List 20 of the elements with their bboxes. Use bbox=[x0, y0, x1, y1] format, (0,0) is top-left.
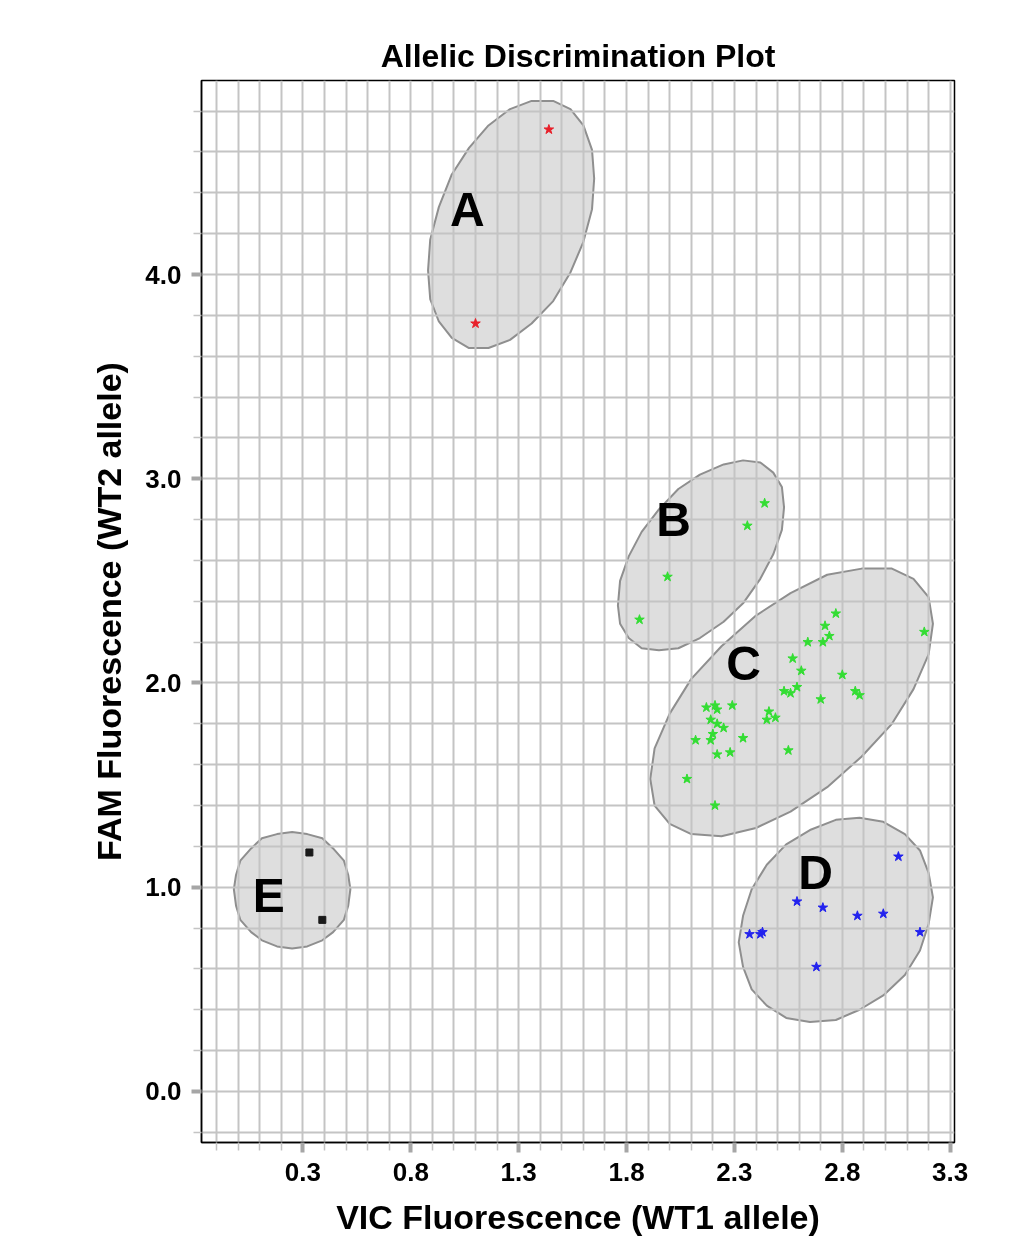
x-tick-label: 2.8 bbox=[824, 1156, 861, 1187]
chart-title: Allelic Discrimination Plot bbox=[380, 37, 776, 74]
x-tick-label: 0.8 bbox=[392, 1156, 429, 1187]
y-tick-label: 1.0 bbox=[145, 872, 182, 903]
y-tick-label: 3.0 bbox=[145, 463, 182, 494]
series-label: E bbox=[252, 868, 285, 922]
x-tick-label: 0.3 bbox=[284, 1156, 321, 1187]
series-label: B bbox=[656, 493, 691, 547]
x-tick-label: 1.8 bbox=[608, 1156, 645, 1187]
x-tick-label: 2.3 bbox=[716, 1156, 753, 1187]
y-tick-label: 0.0 bbox=[145, 1076, 182, 1107]
series-label: C bbox=[726, 637, 761, 691]
x-tick-label: 3.3 bbox=[932, 1156, 969, 1187]
x-tick-label: 1.3 bbox=[500, 1156, 537, 1187]
y-tick-label: 2.0 bbox=[145, 667, 182, 698]
series-label: D bbox=[798, 846, 833, 900]
y-axis-title: FAM Fluorescence (WT2 allele) bbox=[90, 362, 129, 861]
y-tick-label: 4.0 bbox=[145, 259, 182, 290]
series-label: A bbox=[449, 183, 485, 237]
x-axis-title: VIC Fluorescence (WT1 allele) bbox=[336, 1197, 820, 1236]
